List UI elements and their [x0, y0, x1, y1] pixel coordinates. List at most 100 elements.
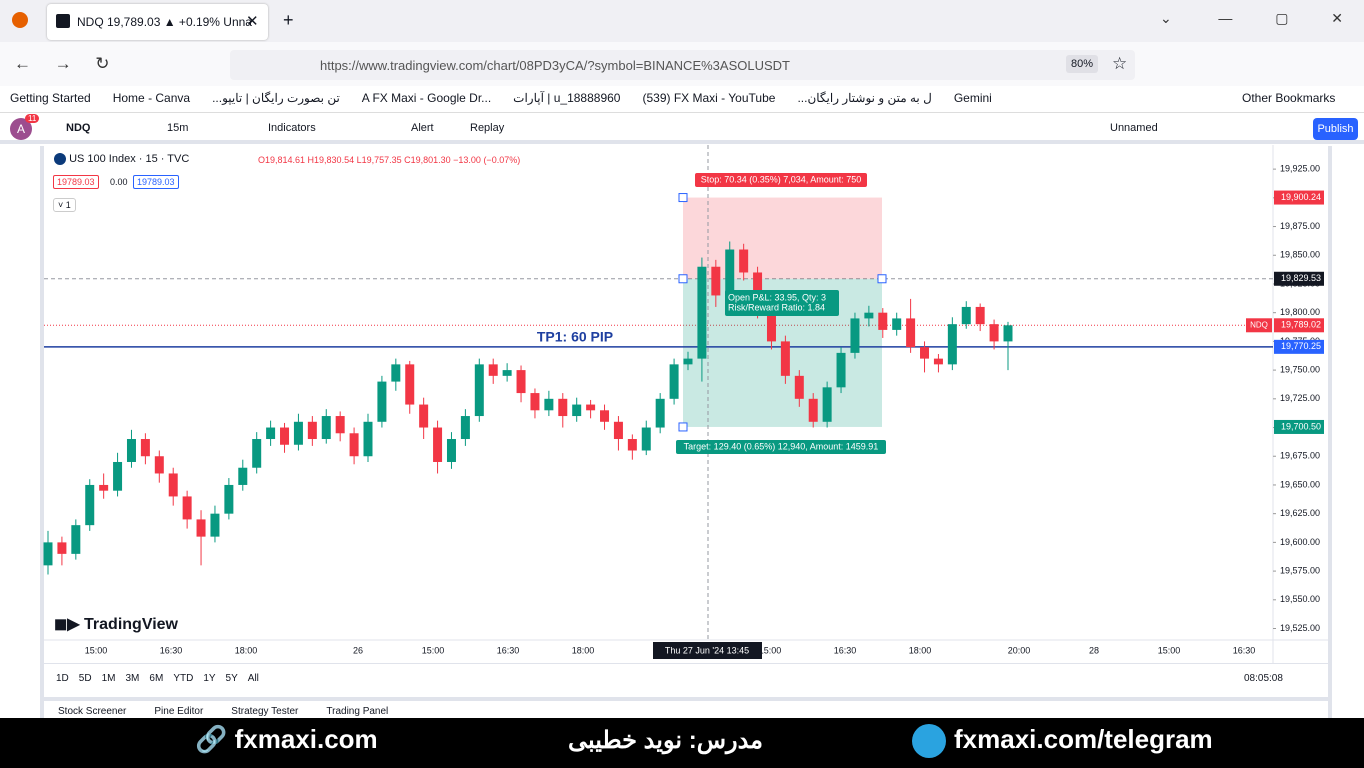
symbol[interactable]: NDQ: [66, 122, 91, 134]
zoom[interactable]: 80%: [1066, 55, 1099, 73]
url: https://www.tradingview.com/chart/08PD3y…: [320, 58, 790, 73]
interval[interactable]: 15m: [167, 122, 189, 134]
panel-tab[interactable]: Stock Screener: [58, 706, 127, 717]
x-tick-label: 18:00: [909, 645, 932, 655]
range-button[interactable]: 6M: [149, 673, 164, 684]
candle-body: [989, 324, 999, 342]
candle-body: [850, 318, 860, 353]
range-button[interactable]: 1M: [101, 673, 116, 684]
candle-body: [864, 312, 874, 319]
y-tick-label: 19,750.00: [1280, 364, 1320, 374]
price-tag: [1274, 339, 1324, 354]
bookmark[interactable]: ...ل به متن و نوشتار رایگان: [797, 91, 932, 105]
price-tag: [1274, 271, 1324, 286]
y-tick-label: 19,925.00: [1280, 163, 1320, 173]
clock: 08:05:08: [1244, 673, 1283, 684]
position-label-box: [676, 440, 886, 454]
crosshair-time: Thu 27 Jun '24 13:45: [665, 645, 749, 655]
handle: [678, 274, 688, 284]
candle-body: [433, 427, 443, 462]
range-button[interactable]: 5D: [78, 673, 92, 684]
other-bookmarks[interactable]: Other Bookmarks: [1242, 91, 1336, 105]
right-tools: [1328, 146, 1364, 718]
range-button[interactable]: 1Y: [203, 673, 216, 684]
candle-body: [502, 370, 512, 376]
bookmark[interactable]: (539) FX Maxi - YouTube: [642, 91, 776, 105]
y-tick-label: 19,575.00: [1280, 565, 1320, 575]
x-tick-label: 15:00: [422, 645, 445, 655]
candle-body: [99, 484, 109, 491]
bookmark[interactable]: آپارات | u_18888960: [513, 91, 621, 105]
bookmark[interactable]: Getting Started: [10, 91, 91, 105]
candle-body: [377, 381, 387, 422]
bid[interactable]: 19789.03: [53, 175, 99, 189]
range-button[interactable]: All: [247, 673, 259, 684]
chart: 19,925.0019,900.0019,875.0019,850.0019,8…: [43, 145, 1328, 663]
range-button[interactable]: 5Y: [225, 673, 238, 684]
ask[interactable]: 19789.03: [133, 175, 179, 189]
star[interactable]: ☆: [1112, 54, 1128, 73]
bookmark[interactable]: Gemini: [953, 91, 992, 105]
x-tick-label: 16:30: [1233, 645, 1256, 655]
candle-body: [655, 398, 665, 428]
tab-close[interactable]: ✕: [246, 13, 259, 30]
candle-body: [613, 421, 623, 440]
alert[interactable]: Alert: [411, 122, 434, 134]
panel-tab[interactable]: Pine Editor: [154, 706, 204, 717]
range-button[interactable]: 1D: [56, 673, 69, 684]
x-tick-label: 28: [1089, 645, 1099, 655]
bookmark[interactable]: Home - Canva: [112, 91, 191, 105]
url-field[interactable]: [230, 50, 1135, 80]
collapse[interactable]: ˅ 1: [53, 198, 76, 212]
avatar[interactable]: A: [10, 118, 32, 140]
tab-title: NDQ 19,789.03 ▲ +0.19% Unna: [77, 15, 252, 29]
telegram-icon: [912, 724, 946, 758]
footer: [0, 718, 1364, 768]
tv-toolbar: [0, 112, 1364, 144]
spread: 0.00: [110, 177, 128, 187]
candle-body: [168, 473, 178, 497]
window-controls[interactable]: ⌄ — ▢ ✕: [1160, 10, 1343, 26]
range-button[interactable]: YTD: [173, 673, 194, 684]
x-tick-label: 18:00: [572, 645, 595, 655]
candle-body: [683, 358, 693, 365]
candle-body: [113, 461, 123, 491]
candle-body: [419, 404, 429, 428]
indicators[interactable]: Indicators: [268, 122, 316, 134]
position-label: Stop: 70.34 (0.35%) 7,034, Amount: 750: [701, 174, 862, 184]
candle-body: [349, 433, 359, 457]
candle-body: [405, 364, 415, 405]
layout[interactable]: Unnamed: [1110, 122, 1158, 134]
watermark-logo: ◼▶: [54, 616, 85, 633]
tab[interactable]: [47, 4, 268, 40]
x-tick-label: 26: [353, 645, 363, 655]
panel-tab[interactable]: Strategy Tester: [231, 706, 299, 717]
candle-body: [474, 364, 484, 417]
nav-buttons[interactable]: ← → ↻: [14, 54, 110, 73]
bookmark[interactable]: A FX Maxi - Google Dr...: [361, 91, 492, 105]
candle-body: [516, 370, 526, 394]
candle-body: [182, 496, 192, 520]
left-tools: [0, 146, 44, 718]
bookmark[interactable]: ...تن بصورت رایگان | تایپو: [212, 91, 340, 105]
pnl-label: Open P&L: 33.95, Qty: 3: [728, 292, 826, 302]
candle-body: [739, 249, 749, 273]
legend-title: US 100 Index · 15 · TVC: [54, 153, 189, 166]
range-button[interactable]: 3M: [125, 673, 140, 684]
new-tab[interactable]: +: [283, 10, 294, 30]
bottom-tabs: Stock Screener Pine Editor Strategy Tester…: [58, 706, 388, 717]
x-tick-label: 15:00: [759, 645, 782, 655]
candle-body: [280, 427, 290, 445]
candle-body: [43, 542, 53, 566]
y-tick-label: 19,525.00: [1280, 623, 1320, 633]
candle-body: [808, 398, 818, 422]
candle-body: [224, 484, 234, 514]
price-tag: [1274, 190, 1324, 205]
candle-body: [669, 364, 679, 399]
replay[interactable]: Replay: [470, 122, 505, 134]
candle-body: [154, 456, 164, 474]
candle-body: [252, 439, 262, 468]
panel-tab[interactable]: Trading Panel: [326, 706, 389, 717]
crosshair-time-box: [653, 642, 762, 659]
publish[interactable]: Publish: [1313, 118, 1358, 140]
